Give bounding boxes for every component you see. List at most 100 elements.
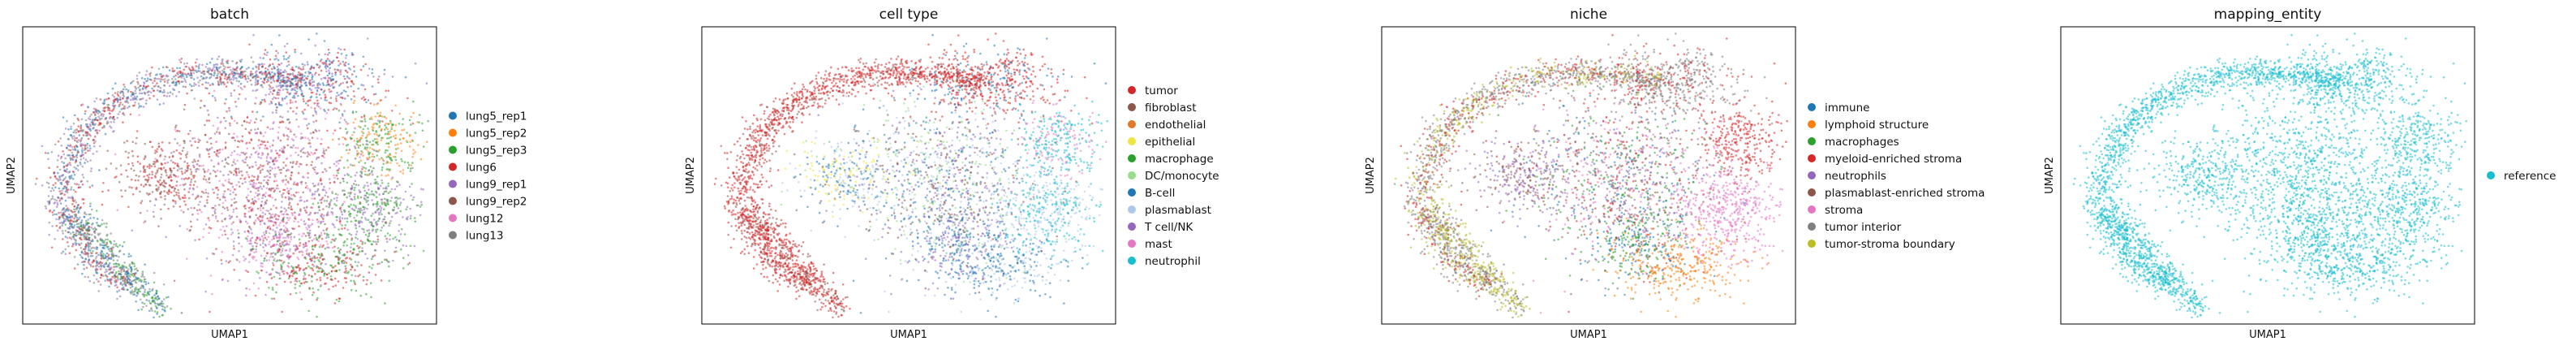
scatter-point — [56, 203, 59, 206]
scatter-point — [260, 101, 262, 104]
scatter-point — [391, 176, 394, 179]
scatter-point — [303, 75, 306, 77]
scatter-point — [397, 197, 399, 200]
scatter-point — [374, 211, 377, 214]
scatter-point — [110, 110, 114, 112]
scatter-point — [239, 218, 242, 221]
scatter-point — [65, 186, 68, 188]
scatter-point — [402, 216, 404, 218]
scatter-point — [153, 95, 155, 97]
scatter-point — [366, 133, 369, 136]
scatter-point — [216, 58, 219, 60]
scatter-point — [292, 84, 295, 87]
scatter-point — [350, 279, 352, 283]
scatter-point — [123, 105, 126, 108]
scatter-point — [139, 89, 141, 92]
scatter-point — [254, 77, 257, 80]
scatter-point — [325, 70, 328, 73]
scatter-point — [52, 189, 55, 192]
scatter-point — [406, 205, 409, 209]
scatter-point — [88, 213, 90, 216]
scatter-point — [81, 198, 84, 201]
scatter-point — [377, 187, 381, 190]
scatter-point — [226, 59, 230, 63]
scatter-point — [67, 213, 71, 216]
scatter-point — [341, 217, 344, 220]
scatter-point — [136, 155, 140, 158]
scatter-point — [299, 162, 302, 166]
scatter-point — [353, 65, 355, 68]
scatter-point — [194, 180, 196, 183]
scatter-point — [215, 140, 217, 144]
scatter-point — [257, 145, 260, 147]
scatter-point — [238, 75, 241, 78]
scatter-point — [264, 230, 268, 232]
scatter-point — [131, 98, 135, 101]
scatter-point — [99, 252, 102, 254]
scatter-point — [151, 191, 154, 193]
scatter-point — [182, 211, 185, 214]
scatter-point — [342, 261, 346, 265]
scatter-point — [349, 213, 352, 215]
scatter-point — [350, 184, 354, 188]
scatter-point — [81, 151, 84, 153]
scatter-point — [156, 89, 159, 92]
scatter-point — [363, 166, 365, 169]
scatter-point — [204, 205, 207, 208]
scatter-point — [381, 182, 384, 184]
scatter-point — [196, 209, 199, 212]
scatter-point — [313, 152, 316, 154]
scatter-point — [64, 235, 67, 238]
scatter-point — [352, 90, 355, 93]
scatter-point — [320, 261, 323, 265]
scatter-point — [402, 118, 405, 120]
scatter-point — [143, 158, 146, 161]
scatter-point — [127, 102, 130, 104]
scatter-point — [258, 236, 261, 240]
scatter-point — [276, 240, 279, 243]
scatter-point — [401, 160, 403, 162]
scatter-point — [356, 265, 359, 267]
scatter-point — [371, 160, 374, 162]
scatter-point — [139, 170, 142, 173]
scatter-point — [92, 250, 94, 253]
scatter-point — [214, 208, 217, 211]
scatter-point — [291, 66, 294, 69]
scatter-point — [62, 116, 65, 119]
scatter-point — [400, 149, 403, 153]
scatter-point — [270, 277, 273, 279]
scatter-point — [342, 178, 345, 180]
scatter-point — [62, 213, 65, 215]
scatter-point — [332, 285, 334, 288]
scatter-point — [283, 207, 286, 210]
scatter-point — [290, 270, 294, 272]
scatter-point — [297, 125, 300, 128]
scatter-point — [122, 286, 125, 289]
scatter-point — [54, 143, 57, 146]
scatter-point — [47, 158, 49, 161]
scatter-point — [267, 153, 269, 155]
scatter-point — [306, 127, 309, 130]
scatter-point — [84, 152, 87, 154]
scatter-point — [199, 209, 201, 211]
scatter-point — [208, 119, 211, 122]
scatter-point — [183, 194, 186, 197]
scatter-point — [302, 151, 305, 154]
scatter-point — [196, 163, 199, 166]
scatter-point — [381, 203, 384, 205]
scatter-point — [126, 97, 128, 100]
scatter-point — [71, 197, 75, 200]
scatter-point — [143, 185, 145, 188]
scatter-point — [356, 140, 359, 143]
scatter-point — [264, 293, 267, 296]
scatter-point — [297, 191, 300, 194]
scatter-point — [253, 221, 256, 224]
scatter-point — [157, 297, 161, 300]
scatter-point — [157, 67, 161, 71]
scatter-point — [232, 75, 235, 77]
scatter-point — [157, 225, 160, 227]
scatter-point — [384, 197, 386, 201]
scatter-point — [193, 158, 196, 161]
scatter-point — [178, 152, 181, 154]
scatter-point — [324, 168, 326, 171]
